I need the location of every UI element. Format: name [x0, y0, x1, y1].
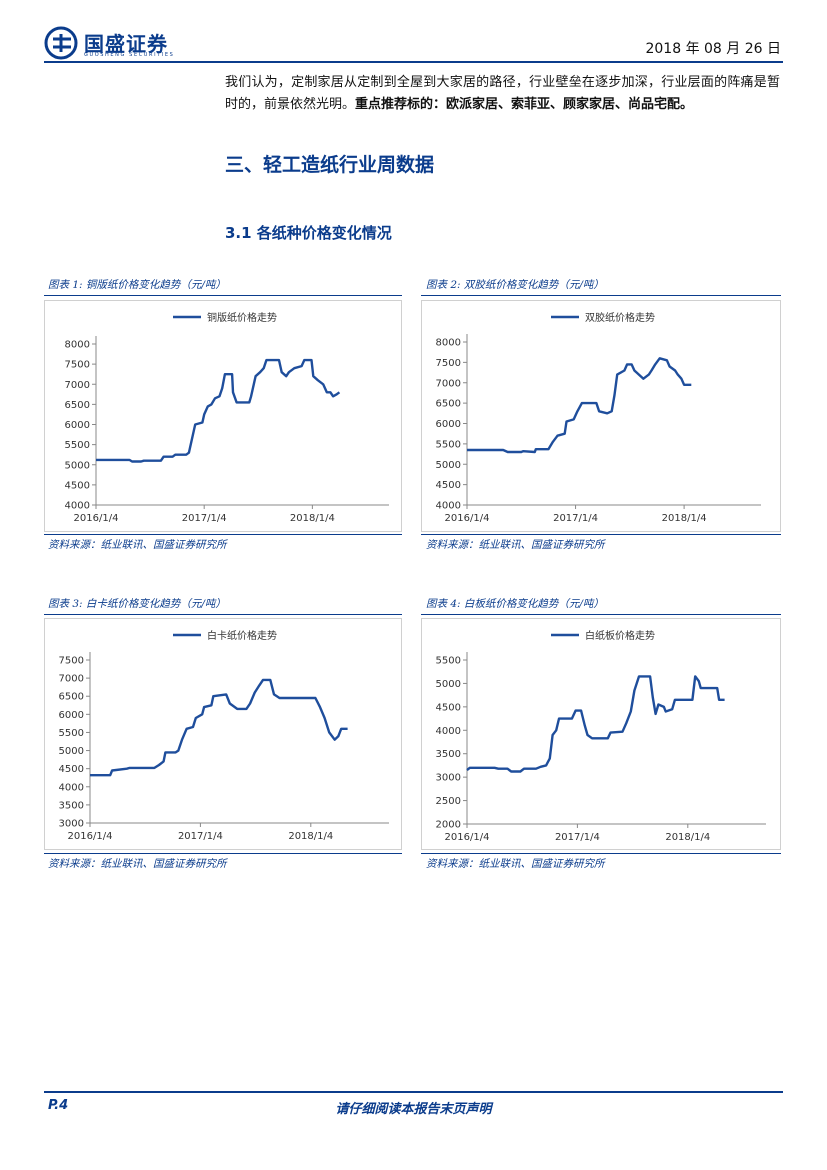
figure-4-chart: 白纸板价格走势 2000 2500 3000 3500 4000 4500 5000 5500 2… [421, 618, 781, 850]
x-tick-label: 2018/1/4 [288, 831, 333, 842]
y-tick-label: 5000 [436, 679, 461, 690]
y-tick-label: 5500 [436, 439, 461, 450]
figure-4-source: 资料来源：纸业联讯、国盛证券研究所 [426, 858, 605, 870]
y-tick-label: 4000 [436, 501, 461, 512]
logo-text: 国盛证券 [84, 32, 168, 56]
figure-3-caption: 图表 3: 白卡纸价格变化趋势（元/吨） [48, 598, 226, 610]
y-tick-label: 5500 [65, 440, 90, 451]
logo-emblem-icon [44, 26, 78, 60]
y-tick-label: 4000 [436, 726, 461, 737]
figure-3-top-rule [44, 614, 402, 615]
y-tick-label: 5000 [436, 460, 461, 471]
figure-1-caption: 图表 1: 铜版纸价格变化趋势（元/吨） [48, 279, 226, 291]
figure-3-chart: 白卡纸价格走势 3000 3500 4000 4500 5000 5500 6000 6500 7… [44, 618, 402, 850]
y-tick-label: 4000 [65, 501, 90, 512]
x-tick-label: 2017/1/4 [553, 513, 598, 524]
subsection-title: 3.1 各纸种价格变化情况 [225, 224, 392, 242]
figure-2-top-rule [421, 295, 781, 296]
y-tick-label: 8000 [65, 340, 90, 351]
y-tick-label: 5500 [436, 656, 461, 667]
y-tick-label: 6000 [59, 710, 84, 721]
chart-frame [44, 300, 402, 532]
x-tick-label: 2016/1/4 [445, 513, 490, 524]
figure-4-caption: 图表 4: 白板纸价格变化趋势（元/吨） [426, 598, 604, 610]
figure-4-bottom-rule [421, 853, 781, 854]
chart-frame [421, 618, 781, 850]
y-tick-label: 3500 [436, 749, 461, 760]
y-tick-label: 2500 [436, 796, 461, 807]
paragraph-text: 我们认为，定制家居从定制到全屋到大家居的路径，行业壁垒在逐步加深，行业层面的阵痛… [225, 75, 780, 112]
y-tick-label: 6500 [59, 692, 84, 703]
y-tick-label: 7500 [59, 656, 84, 667]
figure-2-source: 资料来源：纸业联讯、国盛证券研究所 [426, 539, 605, 551]
x-tick-label: 2016/1/4 [74, 513, 119, 524]
legend-label: 铜版纸价格走势 [207, 311, 277, 324]
y-tick-label: 3500 [59, 800, 84, 811]
legend-label: 白纸板价格走势 [585, 629, 655, 642]
x-tick-label: 2017/1/4 [178, 831, 223, 842]
y-tick-label: 3000 [436, 773, 461, 784]
y-tick-label: 8000 [436, 338, 461, 349]
report-date: 2018 年 08 月 26 日 [645, 41, 781, 57]
section-title: 三、轻工造纸行业周数据 [225, 154, 435, 176]
figure-2-chart: 双胶纸价格走势 4000 4500 5000 5500 6000 6500 7000 7500 8… [421, 300, 781, 532]
figure-3-bottom-rule [44, 853, 402, 854]
chart-frame [44, 618, 402, 850]
x-tick-label: 2017/1/4 [182, 513, 227, 524]
figure-2-caption: 图表 2: 双胶纸价格变化趋势（元/吨） [426, 279, 604, 291]
footer-divider [44, 1091, 783, 1093]
paragraph-emphasis: 重点推荐标的：欧派家居、索菲亚、顾家家居、尚品宅配。 [355, 97, 694, 112]
series-line [467, 357, 692, 454]
y-tick-label: 7500 [436, 358, 461, 369]
y-tick-label: 6500 [65, 400, 90, 411]
x-tick-label: 2018/1/4 [290, 513, 335, 524]
y-tick-label: 4500 [59, 764, 84, 775]
y-tick-label: 7000 [436, 378, 461, 389]
header-divider [44, 61, 783, 63]
page-number: P.4 [48, 1098, 69, 1113]
figure-3-source: 资料来源：纸业联讯、国盛证券研究所 [48, 858, 227, 870]
y-tick-label: 2000 [436, 820, 461, 831]
x-tick-label: 2016/1/4 [445, 832, 490, 843]
company-logo: 国盛证券 GUOSHENG SECURITIES [44, 26, 184, 60]
y-tick-label: 5500 [59, 728, 84, 739]
logo-subtext: GUOSHENG SECURITIES [84, 52, 175, 58]
series-line [96, 358, 341, 463]
y-tick-label: 4500 [65, 480, 90, 491]
figure-1-top-rule [44, 295, 402, 296]
y-tick-label: 4500 [436, 702, 461, 713]
y-tick-label: 5000 [65, 460, 90, 471]
legend-label: 双胶纸价格走势 [585, 311, 655, 324]
figure-4-top-rule [421, 614, 781, 615]
y-tick-label: 6000 [436, 419, 461, 430]
y-tick-label: 4500 [436, 480, 461, 491]
x-tick-label: 2016/1/4 [68, 831, 113, 842]
series-line [466, 675, 725, 773]
y-tick-label: 6000 [65, 420, 90, 431]
y-tick-label: 4000 [59, 782, 84, 793]
series-line [90, 678, 348, 777]
figure-1-source: 资料来源：纸业联讯、国盛证券研究所 [48, 539, 227, 551]
y-tick-label: 7000 [59, 674, 84, 685]
x-tick-label: 2018/1/4 [662, 513, 707, 524]
disclaimer-note: 请仔细阅读本报告末页声明 [335, 1102, 492, 1117]
chart-frame [421, 300, 781, 532]
legend-label: 白卡纸价格走势 [207, 629, 277, 642]
figure-2-bottom-rule [421, 534, 781, 535]
y-tick-label: 3000 [59, 819, 84, 830]
y-tick-label: 5000 [59, 746, 84, 757]
y-tick-label: 7000 [65, 380, 90, 391]
figure-1-bottom-rule [44, 534, 402, 535]
y-tick-label: 6500 [436, 399, 461, 410]
x-tick-label: 2017/1/4 [555, 832, 600, 843]
y-tick-label: 7500 [65, 360, 90, 371]
body-paragraph: 我们认为，定制家居从定制到全屋到大家居的路径，行业壁垒在逐步加深，行业层面的阵痛… [225, 72, 780, 116]
x-tick-label: 2018/1/4 [665, 832, 710, 843]
figure-1-chart: 铜版纸价格走势 4000 4500 5000 5500 6000 6500 7000 7500 8… [44, 300, 402, 532]
